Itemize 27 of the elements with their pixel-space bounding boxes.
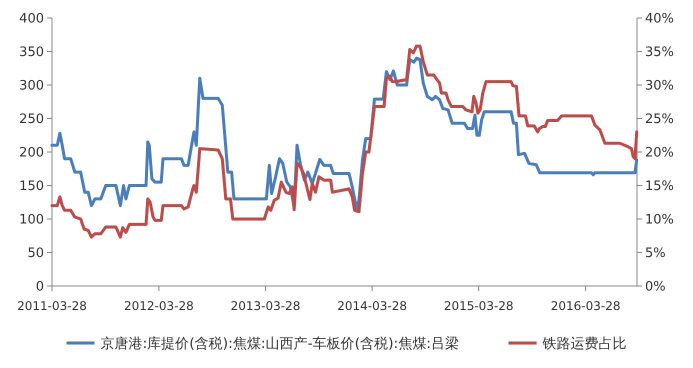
y-tick-label: 400 bbox=[19, 12, 44, 27]
y-tick-label: 150 bbox=[19, 179, 44, 194]
y2-tick-label: 0% bbox=[645, 280, 666, 295]
y2-tick-label: 20% bbox=[645, 146, 674, 161]
x-tick-label: 2016-03-28 bbox=[550, 299, 620, 313]
y-tick-label: 50 bbox=[27, 246, 44, 262]
legend-label: 铁路运费占比 bbox=[542, 336, 626, 352]
y2-tick-label: 15% bbox=[645, 179, 674, 194]
y2-tick-label: 5% bbox=[645, 246, 666, 262]
x-tick-label: 2014-03-28 bbox=[337, 299, 407, 313]
y2-tick-label: 35% bbox=[645, 45, 674, 60]
y-tick-label: 350 bbox=[19, 45, 44, 60]
x-tick-label: 2012-03-28 bbox=[124, 299, 194, 313]
y2-tick-label: 25% bbox=[645, 112, 674, 128]
y-tick-label: 250 bbox=[19, 112, 44, 128]
y-tick-label: 200 bbox=[19, 146, 44, 161]
y2-tick-label: 30% bbox=[645, 78, 674, 94]
y-tick-label: 100 bbox=[19, 212, 44, 228]
y-tick-label: 0 bbox=[36, 280, 44, 295]
x-tick-label: 2011-03-28 bbox=[17, 299, 87, 313]
x-tick-label: 2015-03-28 bbox=[444, 299, 514, 313]
legend-label: 京唐港:库提价(含税):焦煤:山西产-车板价(含税):焦煤:吕梁 bbox=[100, 336, 459, 352]
y-tick-label: 300 bbox=[19, 78, 44, 94]
y2-tick-label: 40% bbox=[645, 12, 674, 27]
line-series bbox=[50, 44, 638, 239]
y2-tick-label: 10% bbox=[645, 212, 674, 228]
x-tick-label: 2013-03-28 bbox=[230, 299, 300, 313]
